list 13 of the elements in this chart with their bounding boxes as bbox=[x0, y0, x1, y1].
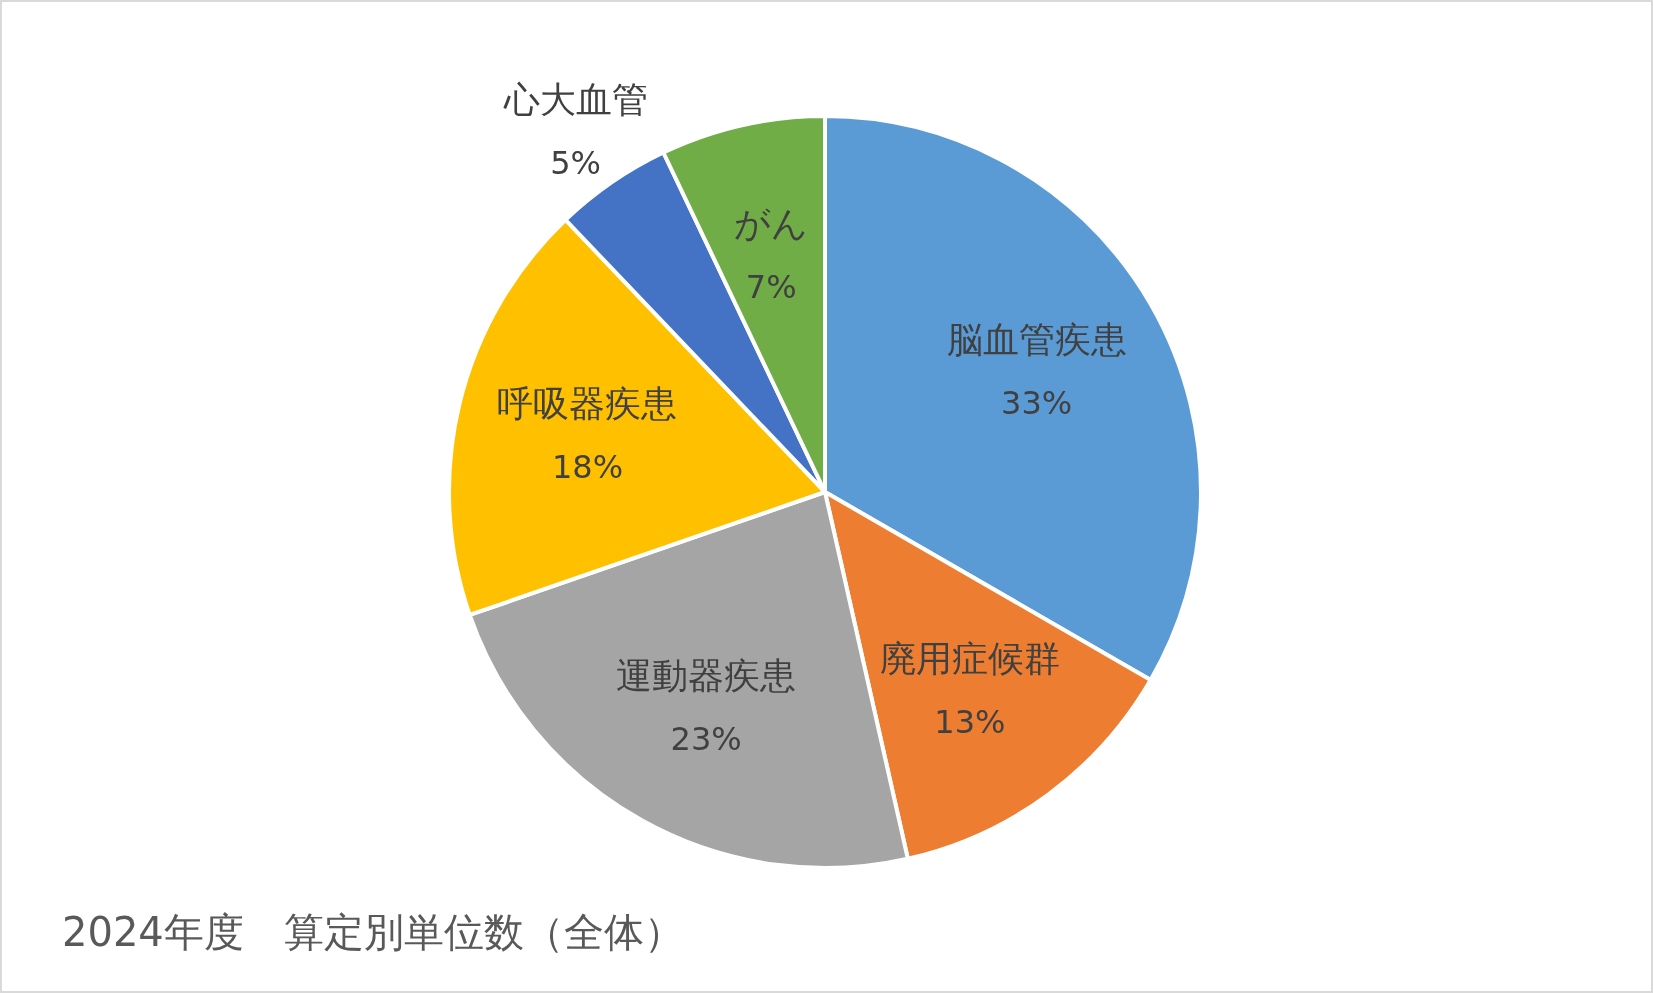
data-label: 13% bbox=[934, 702, 1006, 741]
data-label: 23% bbox=[670, 719, 742, 758]
data-label: 7% bbox=[745, 267, 797, 306]
slice-label: 心大血管 bbox=[502, 78, 648, 120]
slice-label: 脳血管疾患 bbox=[946, 318, 1127, 360]
text: 2024年度 算定別単位数（全体） bbox=[62, 909, 684, 955]
slice-label: 運動器疾患 bbox=[616, 654, 797, 696]
slice-label: 呼吸器疾患 bbox=[497, 383, 678, 425]
slice-label: がん bbox=[734, 202, 809, 244]
data-label: 18% bbox=[551, 448, 624, 487]
data-label: 33% bbox=[1001, 383, 1073, 422]
data-label: 5% bbox=[550, 143, 601, 182]
slice-label: 廃用症候群 bbox=[879, 637, 1060, 679]
